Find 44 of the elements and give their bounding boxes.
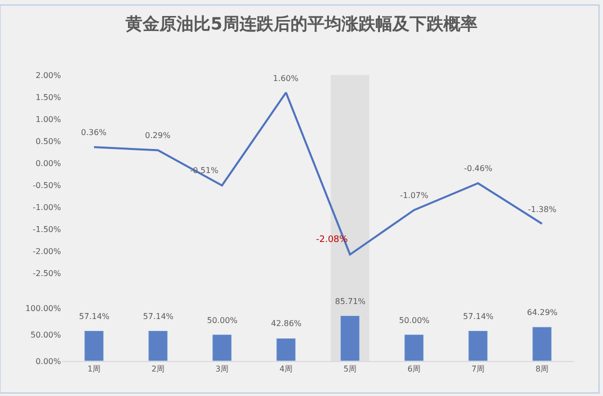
x-tick-label: 4周 <box>279 364 293 374</box>
data-label: -0.46% <box>464 164 493 173</box>
bar <box>404 334 424 361</box>
data-label: 50.00% <box>399 316 430 325</box>
y-tick-label: -0.50% <box>32 180 62 190</box>
bar <box>340 315 360 361</box>
y-tick-label: 0.00% <box>36 158 62 168</box>
bar <box>148 330 168 361</box>
x-tick-label: 5周 <box>343 364 357 374</box>
data-label: 85.71% <box>335 297 366 306</box>
x-tick-label: 6周 <box>407 364 421 374</box>
bar <box>532 326 552 361</box>
x-tick-label: 3周 <box>215 364 229 374</box>
chart-title: 黄金原油比5周连跌后的平均涨跌幅及下跌概率 <box>124 14 478 35</box>
y-tick-label: 0.50% <box>36 136 62 146</box>
data-label: 0.29% <box>145 131 171 140</box>
bar <box>468 330 488 361</box>
data-label: -1.07% <box>400 191 429 200</box>
bar <box>276 338 296 361</box>
x-tick-label: 8周 <box>535 364 549 374</box>
y-tick-label: -1.50% <box>32 224 62 234</box>
bar <box>84 330 104 361</box>
x-tick-label: 1周 <box>87 364 101 374</box>
y-tick-label: 1.00% <box>36 114 62 124</box>
x-tick-label: 2周 <box>151 364 165 374</box>
data-label: 57.14% <box>79 312 110 321</box>
bar <box>212 334 232 361</box>
data-label: 0.36% <box>81 128 107 137</box>
data-label: 57.14% <box>463 312 494 321</box>
data-label: 50.00% <box>207 316 238 325</box>
y-tick-label: 2.00% <box>36 70 62 80</box>
data-label: 64.29% <box>527 308 558 317</box>
y-tick-label: -2.50% <box>32 268 62 278</box>
data-label: 1.60% <box>273 74 299 83</box>
y-tick-label: 100.00% <box>25 304 62 313</box>
y-tick-label: -1.00% <box>32 202 62 212</box>
y-tick-label: 50.00% <box>30 330 62 340</box>
data-label: -1.38% <box>528 205 557 214</box>
y-tick-label: 1.50% <box>36 92 62 102</box>
x-tick-label: 7周 <box>471 364 485 374</box>
data-label: 42.86% <box>271 319 302 328</box>
y-tick-label: -2.00% <box>32 246 62 256</box>
data-label: 57.14% <box>143 312 174 321</box>
y-tick-label: 0.00% <box>36 356 62 366</box>
